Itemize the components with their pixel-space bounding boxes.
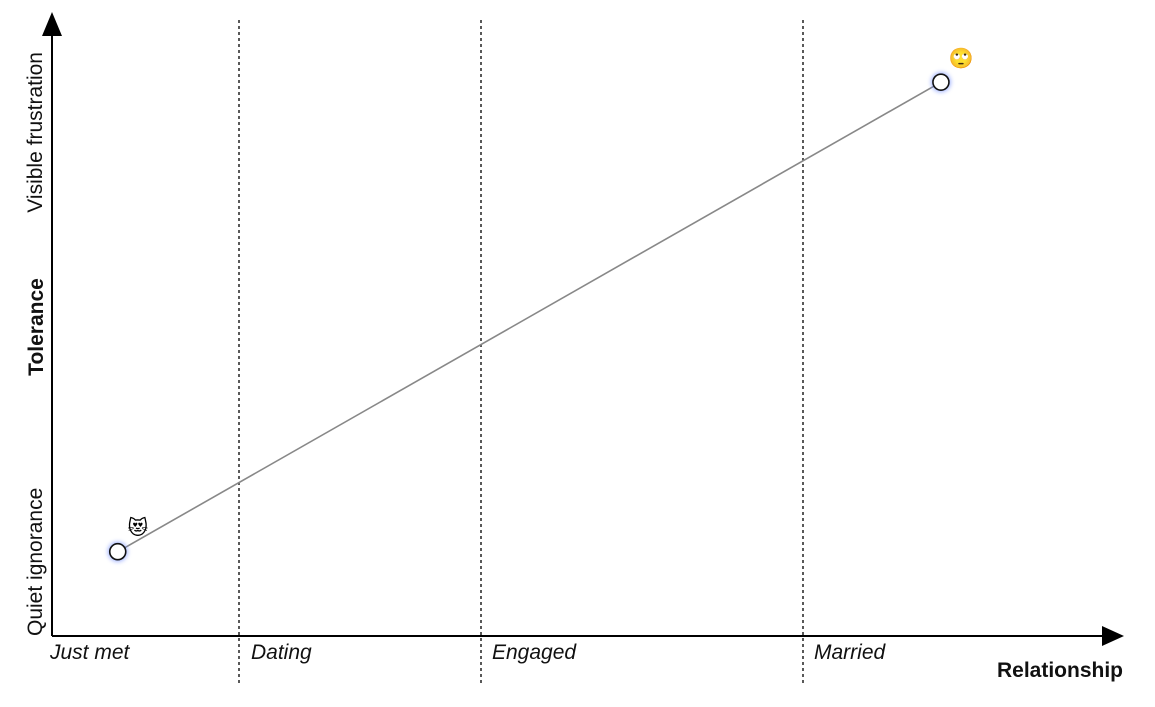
- y-axis-arrow: [42, 12, 62, 36]
- x-tick-label: Engaged: [492, 641, 577, 664]
- series-layer: 😻🙄: [107, 46, 973, 562]
- x-axis-arrow: [1102, 626, 1124, 646]
- data-point: [108, 542, 127, 561]
- x-tick-label: Dating: [251, 641, 312, 664]
- y-axis-title: Tolerance: [25, 278, 48, 376]
- x-tick-label: Married: [814, 641, 887, 664]
- x-tick-label: Just met: [49, 641, 131, 664]
- y-level-label-high: Visible frustration: [24, 52, 47, 213]
- data-point: [932, 73, 950, 91]
- series-line: [117, 81, 942, 553]
- heart-eyes-cat-emoji-icon: 😻: [127, 516, 148, 540]
- eye-roll-emoji-icon: 🙄: [948, 46, 973, 70]
- x-axis-title: Relationship: [997, 659, 1123, 682]
- y-level-label-low: Quiet ignorance: [24, 488, 47, 636]
